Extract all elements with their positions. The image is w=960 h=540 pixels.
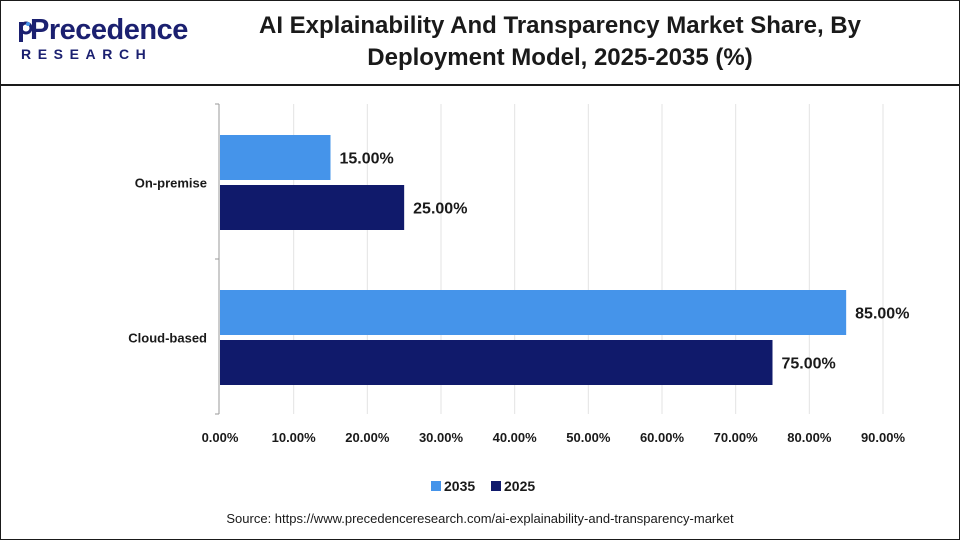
x-tick-label: 90.00%	[861, 430, 906, 445]
x-tick-label: 70.00%	[714, 430, 759, 445]
category-label: Cloud-based	[128, 331, 207, 346]
chart-title-line-2: Deployment Model, 2025-2035 (%)	[367, 44, 753, 71]
legend-swatch-2035	[431, 481, 441, 491]
x-tick-label: 80.00%	[787, 430, 832, 445]
x-tick-label: 40.00%	[493, 430, 538, 445]
legend-swatch-2025	[491, 481, 501, 491]
legend-label: 2025	[504, 478, 535, 494]
category-label: On-premise	[135, 176, 207, 191]
precedence-research-logo: Precedence RESEARCH	[18, 14, 188, 64]
data-label: 15.00%	[340, 151, 394, 168]
logo-mark-icon	[19, 21, 32, 42]
bar-2035	[220, 290, 847, 335]
x-tick-label: 30.00%	[419, 430, 464, 445]
chart-title: AI Explainability And Transparency Marke…	[180, 10, 940, 74]
logo-sub: RESEARCH	[21, 46, 153, 62]
x-tick-label: 0.00%	[202, 430, 239, 445]
x-tick-label: 20.00%	[345, 430, 390, 445]
source-note: Source: https://www.precedenceresearch.c…	[226, 511, 734, 526]
header: Precedence RESEARCH AI Explainability An…	[0, 0, 960, 86]
data-label: 25.00%	[413, 201, 467, 218]
data-label: 75.00%	[782, 356, 836, 373]
chart-title-line-1: AI Explainability And Transparency Marke…	[259, 12, 861, 39]
x-tick-label: 50.00%	[566, 430, 611, 445]
bar-2025	[220, 340, 773, 385]
bar-2035	[220, 135, 331, 180]
x-tick-label: 60.00%	[640, 430, 685, 445]
x-tick-label: 10.00%	[272, 430, 317, 445]
data-label: 85.00%	[855, 306, 909, 323]
legend-label: 2035	[444, 478, 475, 494]
bar-2025	[220, 185, 405, 230]
logo-word: Precedence	[30, 14, 188, 46]
